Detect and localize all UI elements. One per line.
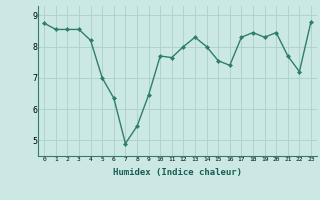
X-axis label: Humidex (Indice chaleur): Humidex (Indice chaleur) — [113, 168, 242, 177]
